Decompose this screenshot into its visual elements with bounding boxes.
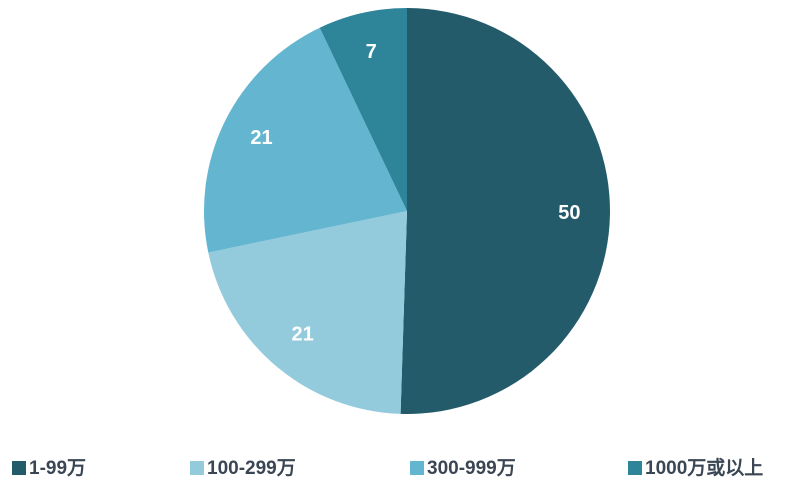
data-label: 21	[291, 324, 313, 346]
pie-slice	[319, 8, 407, 211]
legend-swatch	[12, 461, 26, 475]
data-label: 21	[250, 127, 272, 149]
legend-label: 1000万或以上	[645, 456, 763, 479]
pie-slice	[400, 8, 611, 415]
pie-slice	[208, 211, 407, 414]
legend-swatch	[190, 461, 204, 475]
pie-slice	[204, 27, 407, 253]
legend-label: 100-299万	[207, 458, 296, 479]
legend-label: 1-99万	[29, 458, 86, 479]
legend-label: 300-999万	[427, 458, 516, 479]
data-label: 7	[366, 41, 377, 63]
data-label: 50	[558, 202, 580, 224]
legend-swatch	[410, 461, 424, 475]
legend-swatch	[628, 461, 642, 475]
